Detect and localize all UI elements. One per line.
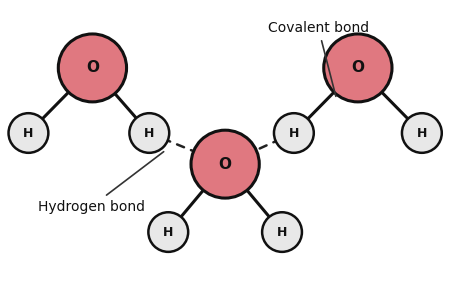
Ellipse shape xyxy=(262,212,302,252)
Ellipse shape xyxy=(58,34,127,102)
Text: O: O xyxy=(219,156,232,172)
Text: O: O xyxy=(86,60,99,76)
Text: H: H xyxy=(417,127,427,140)
Ellipse shape xyxy=(324,34,392,102)
Text: O: O xyxy=(351,60,365,76)
Ellipse shape xyxy=(129,113,169,153)
Text: H: H xyxy=(163,226,173,239)
Text: H: H xyxy=(277,226,287,239)
Text: H: H xyxy=(23,127,34,140)
Ellipse shape xyxy=(9,113,48,153)
Ellipse shape xyxy=(148,212,188,252)
Ellipse shape xyxy=(402,113,442,153)
Text: H: H xyxy=(144,127,155,140)
Text: Covalent bond: Covalent bond xyxy=(268,21,369,96)
Ellipse shape xyxy=(274,113,314,153)
Text: H: H xyxy=(289,127,299,140)
Ellipse shape xyxy=(191,130,259,198)
Text: Hydrogen bond: Hydrogen bond xyxy=(38,152,164,214)
